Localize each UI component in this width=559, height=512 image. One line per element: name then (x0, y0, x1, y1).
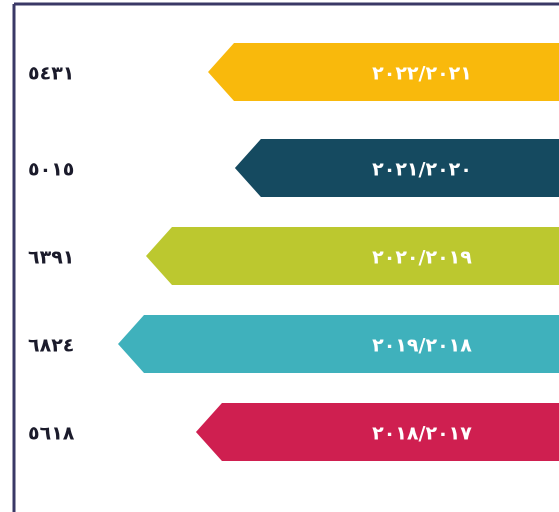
bar (208, 43, 559, 101)
value-label: ٥٠١٥ (28, 159, 74, 181)
category-label: ٢٠٢٠/٢٠١٩ (372, 247, 472, 269)
category-label: ٢٠١٩/٢٠١٨ (372, 335, 472, 357)
category-label: ٢٠٢١/٢٠٢٠ (372, 159, 472, 181)
value-label: ٦٣٩١ (28, 247, 74, 269)
value-label: ٦٨٢٤ (28, 335, 74, 357)
bar (145, 227, 559, 285)
bar (118, 315, 559, 373)
category-label: ٢٠١٨/٢٠١٧ (372, 423, 472, 445)
value-label: ٥٤٣١ (28, 63, 74, 85)
category-label: ٢٠٢٢/٢٠٢١ (372, 63, 472, 85)
bar (234, 139, 559, 197)
value-label: ٥٦١٨ (28, 423, 75, 445)
bar (195, 403, 559, 461)
